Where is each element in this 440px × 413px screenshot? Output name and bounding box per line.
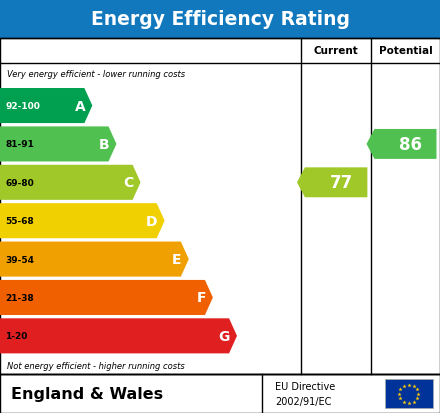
Text: D: D <box>146 214 158 228</box>
Text: Not energy efficient - higher running costs: Not energy efficient - higher running co… <box>7 361 184 370</box>
Polygon shape <box>0 280 213 315</box>
Text: 1-20: 1-20 <box>5 332 28 341</box>
Bar <box>0 0 440 38</box>
Bar <box>385 380 433 408</box>
Bar <box>0 38 440 375</box>
Text: 21-38: 21-38 <box>5 293 34 302</box>
Text: B: B <box>99 138 110 152</box>
Text: 69-80: 69-80 <box>5 178 34 188</box>
Text: A: A <box>74 99 85 113</box>
Polygon shape <box>0 204 165 239</box>
Polygon shape <box>297 168 367 198</box>
Text: G: G <box>219 329 230 343</box>
Bar <box>0 375 440 413</box>
Text: 81-91: 81-91 <box>5 140 34 149</box>
Polygon shape <box>0 89 92 124</box>
Text: Current: Current <box>314 46 359 56</box>
Text: EU Directive: EU Directive <box>275 381 335 392</box>
Text: 55-68: 55-68 <box>5 217 34 225</box>
Text: 92-100: 92-100 <box>5 102 40 111</box>
Text: England & Wales: England & Wales <box>11 386 163 401</box>
Text: C: C <box>123 176 133 190</box>
Polygon shape <box>0 165 140 200</box>
Polygon shape <box>0 127 117 162</box>
Text: F: F <box>196 291 206 305</box>
Text: Very energy efficient - lower running costs: Very energy efficient - lower running co… <box>7 69 185 78</box>
Polygon shape <box>367 130 436 159</box>
Text: Energy Efficiency Rating: Energy Efficiency Rating <box>91 10 349 28</box>
Text: 77: 77 <box>330 174 353 192</box>
Text: E: E <box>172 252 182 266</box>
Text: 86: 86 <box>399 135 422 154</box>
Text: 2002/91/EC: 2002/91/EC <box>275 396 331 406</box>
Polygon shape <box>0 242 189 277</box>
Text: 39-54: 39-54 <box>5 255 34 264</box>
Polygon shape <box>0 318 237 354</box>
Text: Potential: Potential <box>378 46 433 56</box>
